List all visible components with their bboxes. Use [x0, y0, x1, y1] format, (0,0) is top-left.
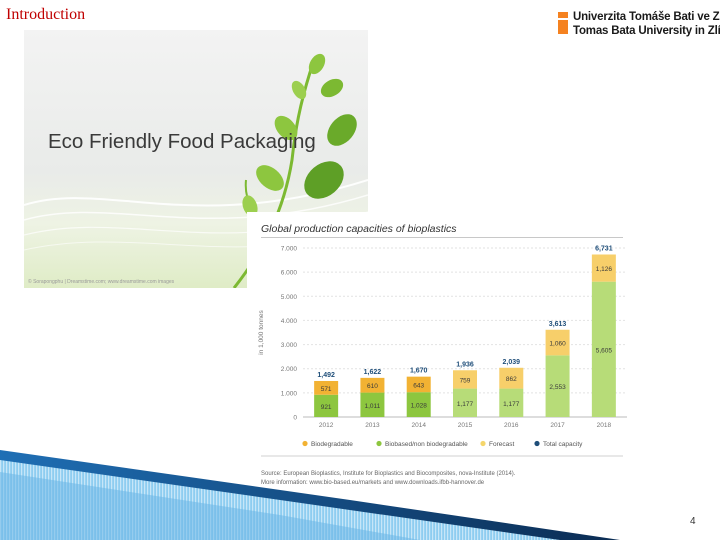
y-tick-label: 1.000 — [281, 390, 298, 397]
data-label-biodegradable: 643 — [413, 382, 424, 389]
y-tick-label: 3.000 — [281, 342, 298, 349]
logo-line-1: Univerzita Tomáše Bati ve Zlíně — [573, 11, 720, 23]
data-label-biobased: 1,177 — [457, 401, 474, 408]
y-axis-label: in 1,000 tonnes — [258, 310, 265, 355]
data-label-total: 1,492 — [317, 372, 335, 379]
data-label-total: 2,039 — [503, 359, 521, 366]
university-logo: Univerzita Tomáše Bati ve Zlíně Tomas Ba… — [556, 8, 720, 44]
data-label-biodegradable: 862 — [506, 376, 517, 383]
logo-line-2: Tomas Bata University in Zlín — [573, 25, 720, 37]
bar-biodegradable — [453, 370, 477, 389]
legend-marker — [480, 440, 486, 447]
logo-text: Univerzita Tomáše Bati ve Zlíně Tomas Ba… — [573, 10, 720, 38]
data-label-biobased: 921 — [321, 404, 332, 411]
data-label-total: 1,936 — [456, 361, 474, 368]
data-label-total: 1,622 — [364, 369, 382, 376]
legend-marker — [302, 440, 308, 447]
utb-logo-icon — [558, 12, 568, 34]
data-label-total: 1,670 — [410, 368, 428, 375]
chart-source-line-2: More information: www.bio-based.eu/marke… — [261, 480, 485, 486]
slide-title: Introduction — [6, 6, 86, 23]
bar-biobased — [360, 392, 385, 417]
bar-biodegradable — [314, 380, 339, 395]
legend-marker — [534, 440, 540, 447]
x-tick-label: 2015 — [458, 422, 473, 429]
legend-label: Total capacity — [543, 441, 583, 448]
data-label-biodegradable: 1,126 — [596, 266, 613, 273]
bar-biodegradable — [406, 376, 431, 393]
data-label-biobased: 1,011 — [365, 403, 381, 410]
bar-biobased — [406, 392, 431, 417]
leaf-swirl-graphic — [24, 53, 368, 288]
x-tick-label: 2016 — [504, 422, 519, 429]
legend-label: Forecast — [489, 441, 514, 448]
eco-image-title: Eco Friendly Food Packaging — [48, 130, 316, 153]
bar-biobased — [545, 355, 570, 417]
bar-biobased — [591, 281, 616, 417]
data-label-biodegradable: 1,060 — [549, 341, 566, 348]
data-label-biodegradable: 571 — [321, 386, 332, 393]
page-number: 4 — [690, 516, 696, 527]
legend-label: Biodegradable — [311, 441, 353, 448]
bar-biobased — [314, 394, 339, 417]
y-tick-label: 6.000 — [281, 270, 298, 277]
bar-biodegradable — [545, 329, 570, 356]
data-label-biobased: 2,553 — [549, 384, 566, 391]
y-tick-label: 4.000 — [281, 318, 298, 325]
y-tick-label: 2.000 — [281, 366, 298, 373]
x-tick-label: 2013 — [365, 422, 380, 429]
chart-title: Global production capacities of bioplast… — [261, 223, 457, 235]
bar-biobased — [499, 388, 524, 417]
chart-source: Source: European Bioplastics, Institute … — [261, 470, 515, 488]
x-tick-label: 2018 — [597, 422, 612, 429]
bar-biobased — [453, 388, 477, 417]
y-tick-label: 0 — [293, 415, 297, 422]
x-tick-label: 2017 — [550, 422, 565, 429]
y-tick-label: 5.000 — [281, 294, 298, 301]
legend-label: Biobased/non biodegradable — [385, 441, 468, 448]
data-label-biodegradable: 610 — [367, 383, 378, 390]
x-tick-label: 2012 — [319, 422, 334, 429]
data-label-biobased: 1,177 — [503, 401, 520, 408]
y-tick-label: 7.000 — [281, 246, 298, 253]
chart-title-divider — [261, 237, 623, 238]
chart-canvas: 0 1.000 2.000 3.000 4.000 5.000 6.000 7.000 in 1… — [258, 245, 627, 457]
bioplastics-chart: Global production capacities of bioplast… — [247, 212, 633, 486]
data-label-total: 3,613 — [549, 321, 567, 328]
corner-swoosh-decoration — [0, 450, 620, 540]
chart-source-line-1: Source: European Bioplastics, Institute … — [261, 471, 516, 477]
eco-packaging-image: Eco Friendly Food Packaging © Sorapongph… — [24, 30, 368, 288]
legend-marker — [376, 440, 382, 447]
data-label-total: 6,731 — [595, 245, 613, 252]
data-label-biobased: 5,605 — [596, 347, 613, 354]
data-label-biobased: 1,028 — [411, 403, 428, 410]
bar-biodegradable — [499, 367, 524, 389]
bar-biodegradable — [360, 377, 385, 393]
data-label-biodegradable: 759 — [460, 377, 471, 384]
bar-biodegradable — [591, 254, 616, 282]
x-tick-label: 2014 — [411, 422, 426, 429]
eco-image-caption: © Sorapongphu | Dreamstime.com; www.drea… — [28, 279, 175, 285]
